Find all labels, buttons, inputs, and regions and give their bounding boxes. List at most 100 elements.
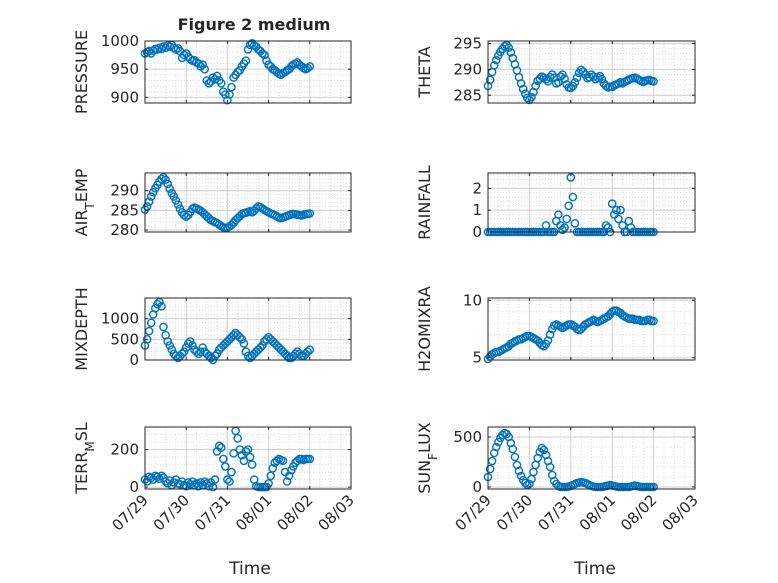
data-point bbox=[161, 175, 170, 184]
data-point bbox=[159, 172, 168, 182]
subplot-4: 0 500 1000 MIXDEPTH bbox=[72, 287, 352, 371]
x-tick-label: 08/03 bbox=[659, 491, 702, 534]
y-axis-label-part: MIXDEPTH bbox=[72, 287, 91, 370]
data-point bbox=[558, 225, 567, 235]
data-point bbox=[305, 345, 315, 355]
subplot-5: 5 10 H2OMIXRA bbox=[415, 286, 696, 372]
y-tick-label: 280 bbox=[110, 221, 139, 239]
data-point bbox=[235, 332, 245, 342]
data-point bbox=[303, 347, 313, 357]
y-tick-label: 0 bbox=[472, 223, 482, 241]
data-point bbox=[183, 339, 193, 348]
data-point bbox=[576, 324, 586, 334]
y-axis-label-subscript: F bbox=[426, 453, 440, 460]
data-point bbox=[539, 445, 549, 455]
data-point bbox=[223, 95, 232, 105]
data-point bbox=[570, 78, 580, 87]
data-point bbox=[185, 337, 195, 346]
x-tick-label: 08/02 bbox=[273, 491, 316, 534]
data-point bbox=[295, 349, 304, 359]
y-axis-label: AIRTEMP bbox=[72, 168, 97, 236]
data-point bbox=[157, 301, 166, 311]
data-point bbox=[239, 339, 249, 348]
data-point bbox=[485, 464, 495, 474]
data-point bbox=[225, 477, 234, 486]
data-point bbox=[560, 74, 569, 83]
data-point bbox=[214, 441, 224, 451]
y-axis-label: TERRMSL bbox=[72, 422, 97, 495]
y-tick-label: 900 bbox=[110, 88, 139, 106]
data-point bbox=[601, 221, 611, 230]
data-point bbox=[229, 448, 238, 458]
data-point bbox=[208, 482, 218, 492]
data-point bbox=[568, 192, 578, 202]
axes-box bbox=[487, 426, 696, 490]
y-axis-label-part: PRESSURE bbox=[72, 30, 91, 114]
x-tick-label: 07/29 bbox=[109, 491, 152, 534]
data-point bbox=[260, 50, 269, 60]
y-axis-label-part: SUN bbox=[415, 460, 434, 494]
subplot-1: 285 290 295 THETA bbox=[415, 35, 696, 104]
data-point bbox=[485, 75, 495, 85]
data-point bbox=[491, 442, 501, 452]
data-point bbox=[545, 462, 555, 472]
data-point bbox=[614, 214, 623, 224]
data-point bbox=[227, 82, 236, 92]
data-point bbox=[233, 433, 242, 443]
data-point bbox=[220, 90, 230, 99]
y-tick-label: 290 bbox=[453, 60, 482, 78]
data-point bbox=[510, 452, 520, 462]
data-point bbox=[216, 79, 226, 88]
data-point bbox=[570, 218, 580, 228]
data-point bbox=[541, 74, 551, 84]
y-tick-label: 0 bbox=[129, 351, 139, 369]
data-point bbox=[514, 466, 524, 476]
y-axis-label: H2OMIXRA bbox=[415, 286, 434, 372]
data-point bbox=[562, 214, 572, 224]
y-axis-label: THETA bbox=[415, 46, 434, 98]
data-point bbox=[157, 471, 166, 481]
data-point bbox=[142, 334, 152, 344]
y-tick-label: 200 bbox=[110, 441, 139, 459]
data-point bbox=[239, 456, 249, 466]
y-tick-label: 500 bbox=[453, 428, 482, 446]
y-axis-label-subscript: T bbox=[83, 202, 97, 211]
x-tick-label: 07/31 bbox=[534, 491, 577, 534]
data-point bbox=[554, 210, 563, 219]
data-point bbox=[549, 73, 559, 82]
y-axis-label: SUNFLUX bbox=[415, 422, 440, 494]
y-tick-label: 1000 bbox=[101, 32, 139, 50]
data-point bbox=[491, 55, 501, 65]
data-point bbox=[210, 475, 220, 484]
data-point bbox=[251, 204, 261, 213]
data-point bbox=[163, 337, 172, 346]
data-point bbox=[146, 473, 156, 483]
data-point bbox=[545, 72, 555, 82]
y-axis-label: RAINFALL bbox=[415, 165, 434, 240]
y-axis-label-part: TERR bbox=[72, 452, 91, 495]
x-tick-label: 07/30 bbox=[150, 491, 193, 534]
y-tick-label: 2 bbox=[472, 179, 482, 197]
x-tick-label: 08/02 bbox=[617, 491, 660, 534]
data-point bbox=[153, 299, 162, 309]
data-point bbox=[545, 330, 555, 340]
data-point bbox=[266, 471, 276, 481]
data-point bbox=[597, 74, 607, 84]
data-point bbox=[572, 73, 582, 82]
data-point bbox=[146, 318, 156, 328]
data-point bbox=[607, 199, 617, 208]
y-axis-label-part: EMP bbox=[72, 168, 91, 202]
x-tick-label: 07/30 bbox=[493, 491, 536, 534]
data-point bbox=[593, 73, 603, 82]
data-point bbox=[535, 74, 545, 83]
data-point bbox=[649, 316, 658, 326]
data-point bbox=[165, 476, 174, 485]
data-point bbox=[305, 209, 315, 218]
x-tick-label: 08/03 bbox=[315, 491, 358, 534]
data-point bbox=[616, 205, 625, 215]
axes-box bbox=[144, 172, 352, 233]
data-point bbox=[521, 478, 530, 488]
axes-box bbox=[487, 172, 696, 233]
y-axis-label-part: RAINFALL bbox=[415, 165, 434, 240]
